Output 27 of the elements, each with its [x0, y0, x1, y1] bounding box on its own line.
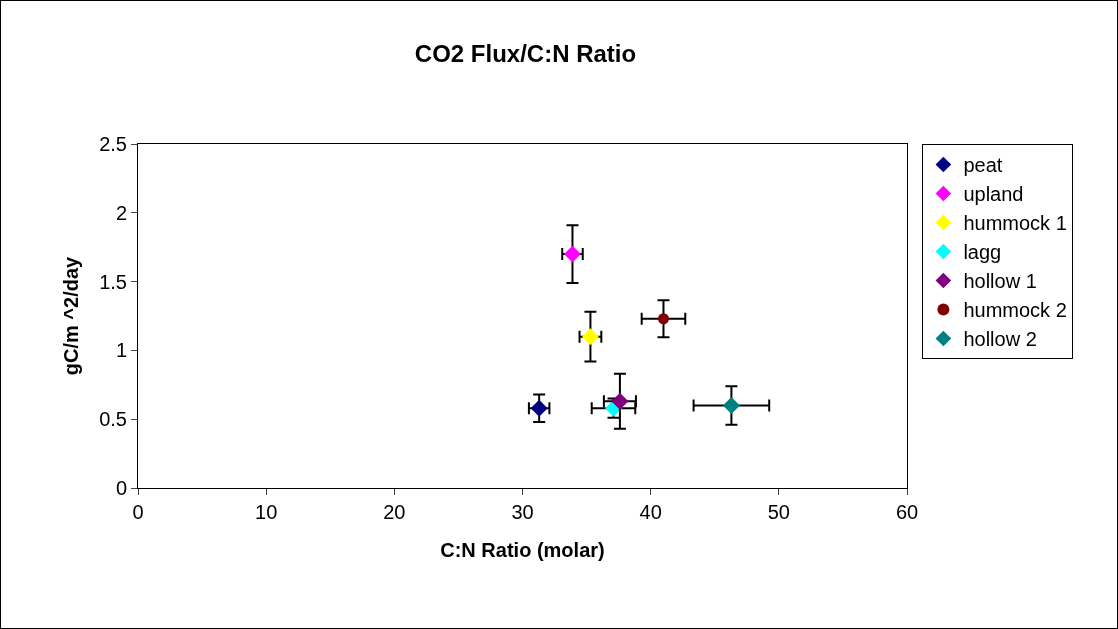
- legend-label: hollow 2: [963, 328, 1037, 351]
- y-tick-label: 0: [115, 477, 127, 499]
- y-tick-label: 1: [115, 339, 127, 362]
- x-tick-label: 0: [132, 501, 144, 523]
- legend-label: peat: [963, 154, 1003, 177]
- x-tick-label: 60: [895, 501, 919, 523]
- point: [722, 396, 740, 414]
- x-tick-label: 30: [511, 501, 534, 523]
- legend-label: hummock 1: [963, 212, 1067, 235]
- x-tick-label: 10: [255, 501, 278, 523]
- x-tick-label: 20: [383, 501, 406, 523]
- x-tick-label: 40: [639, 501, 662, 523]
- point: [657, 313, 669, 325]
- legend-label: upland: [963, 183, 1024, 206]
- y-tick-label: 0.5: [99, 408, 127, 431]
- point: [611, 392, 629, 410]
- y-tick-label: 2: [115, 201, 127, 224]
- y-axis-title: gC/m ^2/day: [59, 255, 82, 376]
- x-axis-title: C:N Ratio (molar): [440, 538, 605, 561]
- legend-label: lagg: [963, 241, 1002, 264]
- legend-label: hummock 2: [963, 299, 1067, 322]
- chart-title: CO2 Flux/C:N Ratio: [414, 39, 637, 67]
- y-tick-label: 2.5: [99, 133, 127, 155]
- y-tick-label: 1.5: [99, 270, 127, 293]
- point: [581, 328, 599, 346]
- legend-label: hollow 1: [963, 270, 1037, 293]
- x-tick-label: 50: [767, 501, 790, 523]
